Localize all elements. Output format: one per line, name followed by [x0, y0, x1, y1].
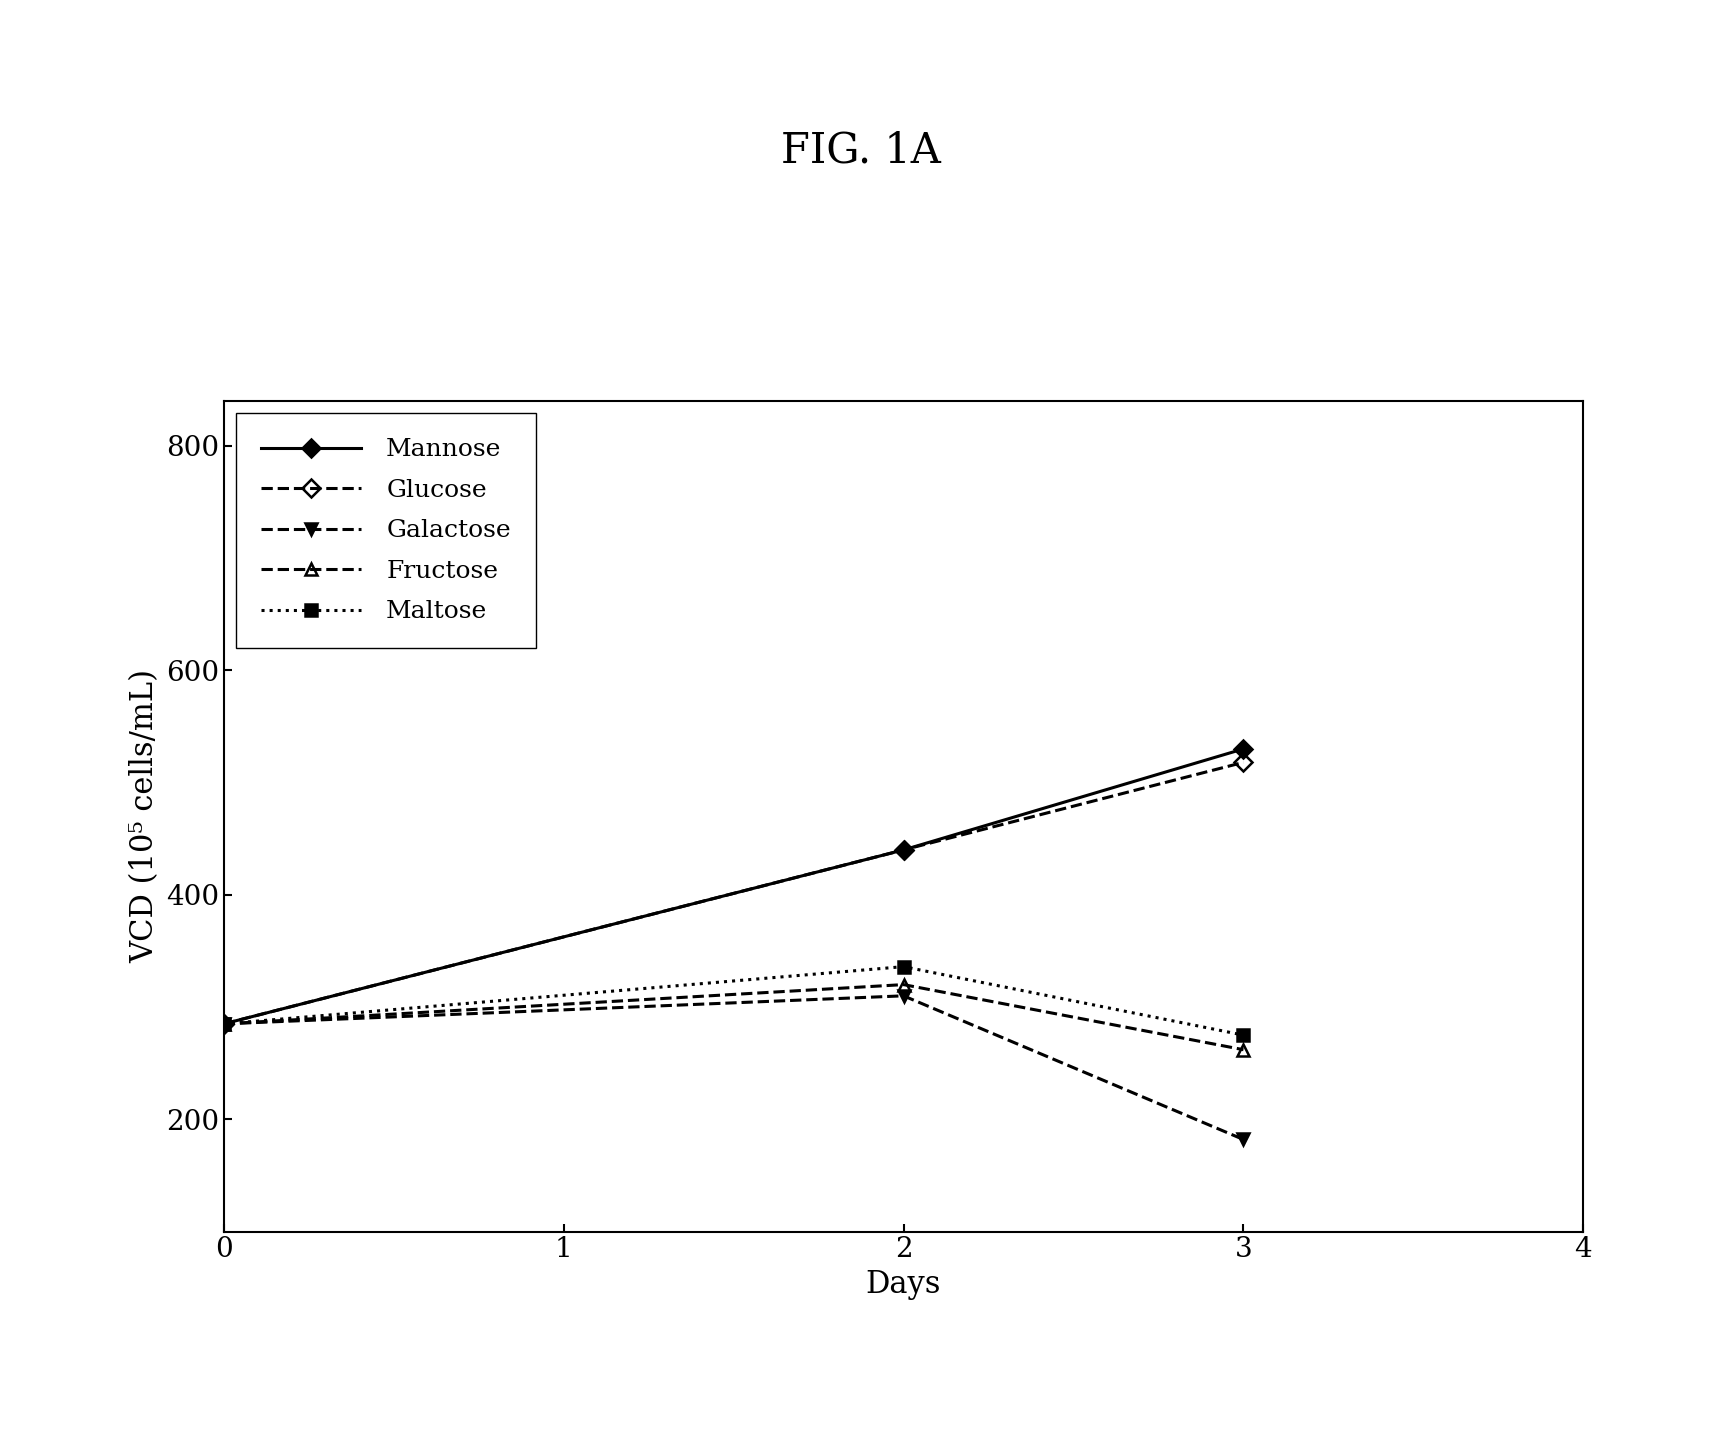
Galactose — [1232, 1131, 1253, 1148]
Glucose — [893, 842, 914, 859]
Mannose — [1232, 740, 1253, 758]
Line: Glucose: Glucose — [217, 756, 1249, 1030]
Text: FIG. 1A: FIG. 1A — [781, 130, 940, 172]
Maltose — [213, 1015, 234, 1032]
Fructose — [1232, 1041, 1253, 1058]
Line: Fructose: Fructose — [217, 978, 1249, 1055]
Line: Maltose: Maltose — [217, 961, 1249, 1041]
Fructose — [213, 1015, 234, 1032]
Glucose — [1232, 753, 1253, 770]
Line: Mannose: Mannose — [217, 743, 1249, 1030]
Y-axis label: VCD (10⁵ cells/mL): VCD (10⁵ cells/mL) — [129, 669, 160, 964]
Mannose — [213, 1015, 234, 1032]
Maltose — [1232, 1027, 1253, 1044]
Glucose — [213, 1015, 234, 1032]
Galactose — [893, 987, 914, 1004]
Maltose — [893, 958, 914, 975]
X-axis label: Days: Days — [866, 1269, 941, 1300]
Galactose — [213, 1015, 234, 1032]
Mannose — [893, 842, 914, 859]
Legend: Mannose, Glucose, Galactose, Fructose, Maltose: Mannose, Glucose, Galactose, Fructose, M… — [236, 414, 535, 649]
Fructose — [893, 977, 914, 994]
Line: Galactose: Galactose — [217, 990, 1249, 1146]
